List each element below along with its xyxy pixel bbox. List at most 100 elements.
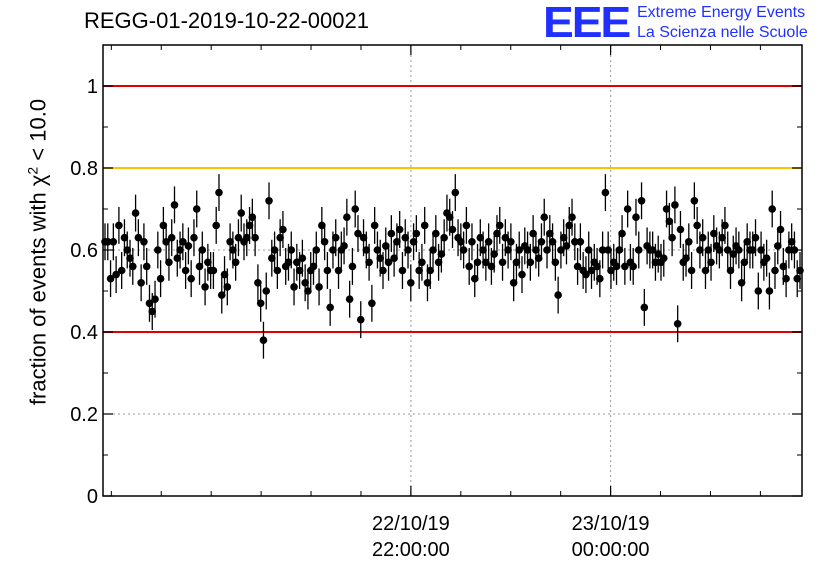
data-point <box>673 320 682 328</box>
data-point <box>548 238 557 246</box>
y-tick-label: 0.2 <box>70 404 98 426</box>
data-point <box>568 213 576 221</box>
data-point <box>187 274 195 283</box>
data-point <box>785 246 793 254</box>
logo-line-1: Extreme Energy Events <box>637 4 806 21</box>
data-point <box>523 246 532 254</box>
data-point <box>331 233 340 242</box>
data-point <box>318 221 326 230</box>
data-point <box>340 242 348 250</box>
data-point <box>304 287 312 295</box>
data-point <box>634 246 643 254</box>
data-point <box>395 225 404 234</box>
data-point <box>365 258 373 267</box>
data-point <box>476 233 485 242</box>
data-point <box>103 238 112 246</box>
data-point <box>142 262 151 271</box>
data-point <box>159 221 168 230</box>
data-point <box>256 299 265 308</box>
data-point <box>515 246 524 254</box>
data-point <box>773 242 782 250</box>
data-point <box>195 262 204 271</box>
data-point <box>507 238 515 246</box>
data-point <box>721 221 729 230</box>
data-point <box>359 233 368 242</box>
data-points <box>101 174 804 359</box>
data-point <box>615 246 624 254</box>
data-point <box>209 266 218 275</box>
data-point <box>557 246 565 254</box>
data-point <box>270 246 279 254</box>
data-point <box>120 233 129 242</box>
data-point <box>390 254 398 262</box>
data-point <box>401 233 410 242</box>
data-point <box>234 233 243 242</box>
data-point <box>445 213 454 221</box>
data-point <box>290 283 298 291</box>
data-point <box>204 258 212 267</box>
data-point <box>632 213 640 221</box>
data-point <box>217 291 226 299</box>
data-point <box>409 238 418 246</box>
data-point <box>251 233 259 242</box>
data-point <box>151 295 159 304</box>
data-point <box>248 213 257 221</box>
data-point <box>287 246 296 254</box>
data-point <box>432 229 440 238</box>
data-point <box>534 254 543 262</box>
data-point <box>212 221 220 230</box>
data-point <box>771 266 779 275</box>
data-point <box>562 242 571 250</box>
data-point <box>584 246 593 254</box>
y-tick-label: 1 <box>87 76 98 98</box>
data-point <box>698 233 707 242</box>
data-point <box>343 213 351 221</box>
data-point <box>682 254 690 262</box>
y-axis-label-suffix: < 10.0 <box>25 98 51 167</box>
data-point <box>518 270 526 279</box>
data-point <box>284 258 293 267</box>
data-point <box>276 233 284 242</box>
data-point <box>776 225 785 234</box>
data-point <box>559 233 568 242</box>
data-point <box>201 283 209 291</box>
data-point <box>362 246 371 254</box>
data-point <box>612 262 621 271</box>
data-point <box>637 197 646 205</box>
data-point <box>687 266 696 275</box>
data-point <box>312 246 321 254</box>
data-point <box>295 266 304 275</box>
logo-line-2: La Scienza nelle Scuole <box>637 24 808 41</box>
data-point <box>334 266 343 275</box>
data-point <box>651 258 660 267</box>
data-point <box>710 229 718 238</box>
y-tick-label: 0 <box>87 486 98 508</box>
y-tick-label: 0.4 <box>70 322 98 344</box>
data-point <box>629 262 637 271</box>
data-point <box>765 287 774 295</box>
data-point <box>779 262 788 271</box>
data-point <box>229 246 237 254</box>
data-point <box>242 233 251 242</box>
data-point <box>448 225 457 234</box>
chart-title: REGG-01-2019-10-22-00021 <box>84 8 369 33</box>
data-point <box>487 262 496 271</box>
data-point <box>470 274 479 283</box>
data-point <box>465 262 473 271</box>
data-point <box>618 229 626 238</box>
data-point <box>126 254 134 262</box>
data-point <box>170 201 179 209</box>
data-point <box>273 266 282 275</box>
data-point <box>457 238 465 246</box>
data-point <box>648 246 657 254</box>
data-point <box>184 242 193 250</box>
data-point <box>546 229 554 238</box>
data-point <box>145 299 154 308</box>
data-point <box>323 266 332 275</box>
data-point <box>621 262 629 271</box>
data-point <box>165 258 173 267</box>
data-point <box>665 217 674 226</box>
data-point <box>484 238 493 246</box>
data-point <box>376 254 385 262</box>
data-point <box>540 213 549 221</box>
